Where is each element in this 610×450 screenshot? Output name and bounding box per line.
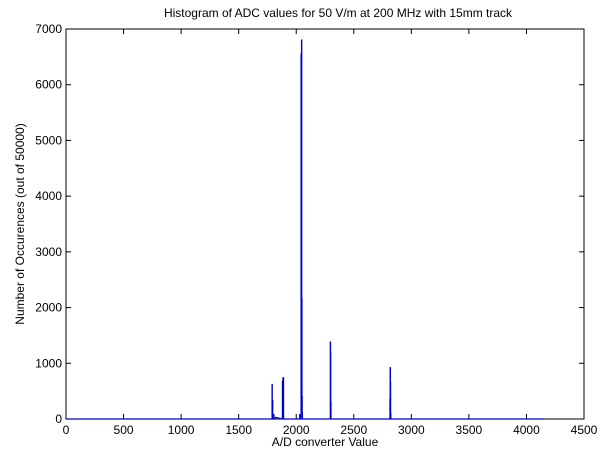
series-layer (66, 39, 544, 420)
y-tick-label: 5000 (35, 133, 62, 147)
x-tick-label: 0 (63, 423, 70, 437)
y-tick-label: 6000 (35, 78, 62, 92)
y-tick-label: 1000 (35, 356, 62, 370)
y-tick-label: 3000 (35, 245, 62, 259)
y-tick-label: 4000 (35, 189, 62, 203)
series-line-0 (66, 39, 544, 420)
y-tick-label: 2000 (35, 301, 62, 315)
x-tick-label: 2500 (340, 423, 367, 437)
x-tick-label: 4000 (513, 423, 540, 437)
x-tick-label: 500 (114, 423, 134, 437)
x-tick-label: 1500 (225, 423, 252, 437)
x-axis-ticks: 0 500 1000 1500 2000 2500 3000 3500 4000 4500 (63, 29, 598, 437)
x-tick-label: 4500 (571, 423, 598, 437)
x-tick-label: 1000 (168, 423, 195, 437)
y-axis-label: Number of Occurences (out of 50000) (13, 123, 27, 324)
x-tick-label: 3500 (456, 423, 483, 437)
y-axis-ticks: 0 1000 2000 3000 4000 5000 6000 7000 (35, 22, 584, 426)
plot-area (65, 28, 585, 420)
chart-title: Histogram of ADC values for 50 V/m at 20… (164, 6, 513, 20)
x-tick-label: 2000 (283, 423, 310, 437)
x-tick-label: 3000 (398, 423, 425, 437)
x-axis-label: A/D converter Value (272, 435, 379, 449)
y-tick-label: 0 (55, 412, 62, 426)
y-tick-label: 7000 (35, 22, 62, 36)
